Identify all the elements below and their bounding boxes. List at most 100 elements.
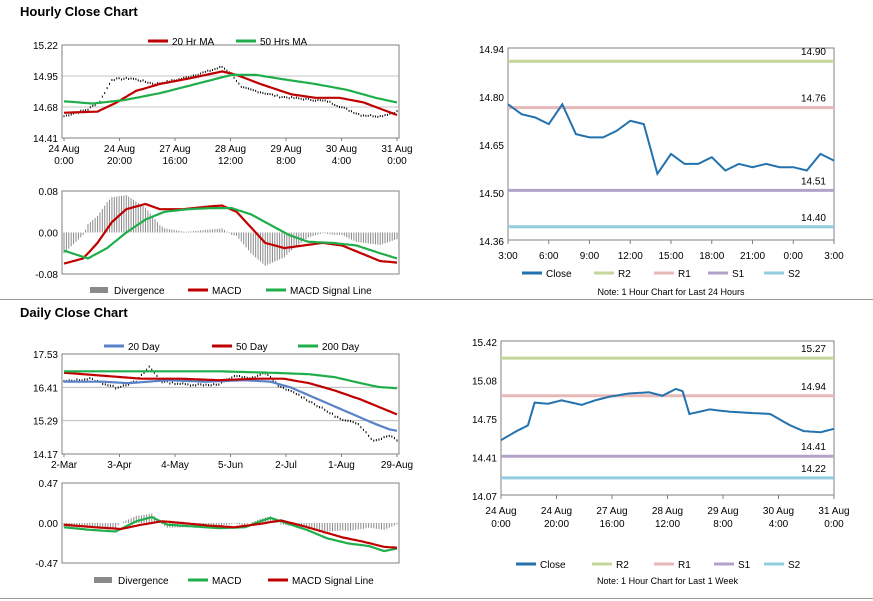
- daily-price-ytick: 16.41: [33, 383, 58, 394]
- hourly-pivot-ytick: 14.36: [479, 237, 504, 248]
- daily-pivot-legend-item-label: S2: [788, 560, 801, 571]
- hourly-price-series-50-hrs-ma: [63, 73, 398, 105]
- daily-pivot-close-line: [500, 387, 835, 442]
- daily-price-series-20-day: [64, 379, 398, 432]
- daily-pivot-xtick-label: 16:00: [599, 519, 624, 530]
- daily-pivot-xtick-label: 20:00: [544, 519, 569, 530]
- daily-macd-series-macd-signal-line: [63, 519, 398, 549]
- hourly-pivot-xtick-label: 6:00: [539, 251, 559, 262]
- hourly-price-legend-item-label: 20 Hr MA: [172, 37, 215, 48]
- hourly-macd-divergence-bars: [63, 195, 398, 266]
- hourly-price-frame: [61, 44, 400, 139]
- hourly-macd-ytick: -0.08: [35, 270, 58, 281]
- daily-price-ytick: 15.29: [33, 417, 58, 428]
- hourly-price-xtick-label: 12:00: [218, 156, 243, 167]
- hourly-pivot-legend-item-label: Close: [546, 269, 572, 280]
- daily-pivot-legend-item-label: R2: [616, 560, 629, 571]
- hourly-price-xtick-label: 8:00: [276, 156, 296, 167]
- daily-pivot-xtick-label: 29 Aug: [707, 506, 738, 517]
- hourly-price-xtick-label: 31 Aug: [381, 144, 412, 155]
- daily-pivot-level-label: 15.27: [801, 344, 826, 355]
- hourly-price-xtick-label: 24 Aug: [48, 144, 79, 155]
- daily-pivot-ytick: 14.75: [472, 415, 497, 426]
- hourly-pivot-xtick-label: 3:00: [824, 251, 844, 262]
- daily-pivot-xtick-label: 0:00: [491, 519, 511, 530]
- daily-pivot-xtick-label: 28 Aug: [652, 506, 683, 517]
- hourly-pivot-ytick: 14.80: [479, 93, 504, 104]
- daily-pivot-legend-item-label: Close: [540, 560, 566, 571]
- daily-pivot-note: Note: 1 Hour Chart for Last 1 Week: [597, 576, 738, 586]
- hourly-pivot-legend-item-label: R2: [618, 269, 631, 280]
- daily-pivot-xtick-label: 30 Aug: [763, 506, 794, 517]
- hourly-price-legend-item-label: 50 Hrs MA: [260, 37, 308, 48]
- daily-pivot-ytick: 14.41: [472, 454, 497, 465]
- daily-pivot-ytick: 14.07: [472, 492, 497, 503]
- hourly-section-title: Hourly Close Chart: [20, 4, 138, 19]
- daily-price-series-200-day: [64, 370, 398, 390]
- hourly-pivot-close-line: [507, 102, 835, 177]
- daily-pivot-legend-item-label: R1: [678, 560, 691, 571]
- hourly-price-xtick-label: 4:00: [332, 156, 352, 167]
- daily-pivot-legend-item-label: S1: [738, 560, 751, 571]
- daily-price-xtick-label: 29-Aug: [381, 460, 413, 471]
- daily-macd-series-macd: [63, 515, 398, 553]
- hourly-pivot-level-label: 14.90: [801, 47, 826, 58]
- hourly-pivot-note: Note: 1 Hour Chart for Last 24 Hours: [597, 287, 745, 297]
- daily-price-xtick-label: 1-Aug: [328, 460, 355, 471]
- hourly-price-ytick: 14.95: [33, 72, 58, 83]
- hourly-pivot-legend-item-label: S2: [788, 269, 801, 280]
- daily-price-xtick-label: 5-Jun: [218, 460, 243, 471]
- daily-price-xtick-label: 2-Jul: [275, 460, 297, 471]
- hourly-pivot-xtick-label: 18:00: [699, 251, 724, 262]
- hourly-price-xtick-label: 20:00: [107, 156, 132, 167]
- hourly-pivot-frame: [507, 47, 835, 241]
- daily-price-frame: [61, 353, 400, 455]
- daily-macd-ytick: -0.47: [35, 559, 58, 570]
- daily-pivot-xtick-label: 27 Aug: [596, 506, 627, 517]
- daily-macd-ytick: 0.47: [39, 479, 59, 490]
- daily-macd-legend-item-swatch: [94, 577, 112, 583]
- hourly-pivot-ytick: 14.94: [479, 45, 504, 56]
- daily-macd-frame: [61, 482, 400, 564]
- hourly-price-xtick-label: 28 Aug: [215, 144, 246, 155]
- hourly-macd-series-macd-signal-line: [63, 207, 398, 260]
- daily-pivot-ytick: 15.08: [472, 377, 497, 388]
- daily-price-xtick-label: 2-Mar: [51, 460, 78, 471]
- hourly-pivot-xtick-label: 3:00: [498, 251, 518, 262]
- hourly-price-xtick-label: 0:00: [54, 156, 74, 167]
- daily-price-ytick: 17.53: [33, 350, 58, 361]
- hourly-pivot-legend-item-label: R1: [678, 269, 691, 280]
- daily-price-legend-item-label: 200 Day: [322, 342, 359, 353]
- section-divider: [0, 299, 873, 300]
- hourly-pivot-xtick-label: 12:00: [618, 251, 643, 262]
- daily-pivot-ytick: 15.42: [472, 338, 497, 349]
- bottom-rule: [0, 598, 873, 599]
- hourly-pivot-xtick-label: 0:00: [784, 251, 804, 262]
- hourly-pivot-xtick-label: 9:00: [580, 251, 600, 262]
- daily-pivot-xtick-label: 8:00: [713, 519, 733, 530]
- hourly-price-xtick-label: 27 Aug: [159, 144, 190, 155]
- hourly-pivot-xtick-label: 21:00: [740, 251, 765, 262]
- daily-macd-ytick: 0.00: [39, 519, 59, 530]
- daily-pivot-xtick-label: 4:00: [769, 519, 789, 530]
- hourly-price-xtick-label: 29 Aug: [270, 144, 301, 155]
- daily-pivot-xtick-label: 31 Aug: [818, 506, 849, 517]
- hourly-price-ytick: 15.22: [33, 41, 58, 52]
- hourly-macd-legend-item-label: MACD: [212, 286, 241, 297]
- daily-price-ytick: 14.17: [33, 450, 58, 461]
- hourly-price-xtick-label: 24 Aug: [104, 144, 135, 155]
- hourly-price-xtick-label: 0:00: [387, 156, 407, 167]
- hourly-macd-legend-item-label: Divergence: [114, 286, 165, 297]
- hourly-macd-legend-item-label: MACD Signal Line: [290, 286, 372, 297]
- hourly-price-ytick: 14.41: [33, 134, 58, 145]
- daily-pivot-xtick-label: 0:00: [824, 519, 844, 530]
- daily-pivot-level-label: 14.94: [801, 382, 826, 393]
- hourly-macd-ytick: 0.08: [39, 187, 59, 198]
- hourly-pivot-legend-item-label: S1: [732, 269, 745, 280]
- daily-price-series-50-day: [63, 371, 398, 416]
- hourly-pivot-xtick-label: 15:00: [658, 251, 683, 262]
- hourly-pivot-ytick: 14.65: [479, 141, 504, 152]
- daily-pivot-level-label: 14.41: [801, 442, 826, 453]
- hourly-price-xtick-label: 16:00: [162, 156, 187, 167]
